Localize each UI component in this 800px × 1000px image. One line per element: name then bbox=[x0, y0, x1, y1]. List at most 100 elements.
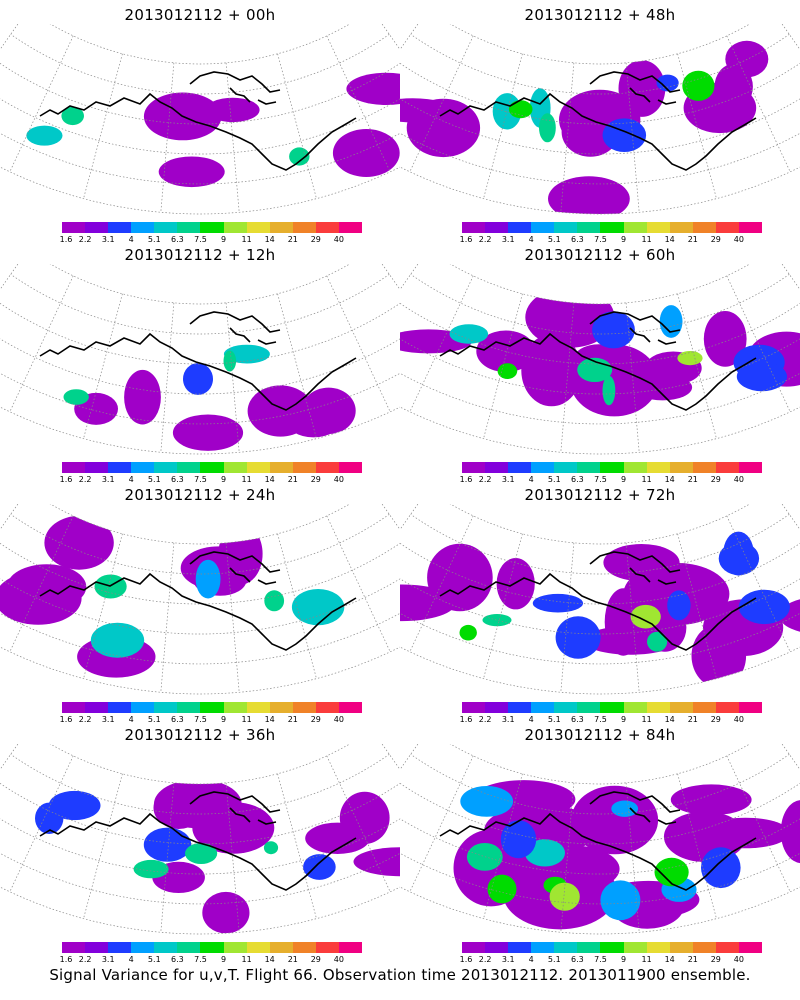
meridian-line bbox=[781, 504, 800, 531]
colorbar-swatch bbox=[108, 462, 132, 473]
colorbar-swatch bbox=[223, 942, 248, 953]
colorbar-tick-label: 2.2 bbox=[478, 715, 492, 724]
variance-contour bbox=[172, 414, 244, 451]
meridian-line bbox=[160, 62, 175, 213]
colorbar-tick-label: 14 bbox=[664, 955, 675, 964]
colorbar-tick-label: 5.1 bbox=[147, 475, 161, 484]
map-panel: 2013012112 + 12h 1.6 2.2 3.1 4 5.1 6.3 7.5 9 11 14… bbox=[0, 240, 400, 484]
colorbar-swatch bbox=[692, 702, 717, 713]
panel-title: 2013012112 + 12h bbox=[124, 246, 276, 264]
meridian-line bbox=[677, 293, 717, 439]
meridian-line bbox=[83, 533, 123, 679]
colorbar-tick-label: 7.5 bbox=[194, 235, 207, 244]
colorbar-tick-label: 14 bbox=[264, 235, 275, 244]
colorbar bbox=[462, 222, 763, 233]
colorbar-swatch bbox=[715, 222, 740, 233]
polar-map bbox=[400, 504, 800, 695]
colorbar-swatch bbox=[485, 702, 509, 713]
colorbar-tick-label: 1.6 bbox=[59, 235, 73, 244]
colorbar-tick-label: 29 bbox=[710, 235, 721, 244]
colorbar-swatch bbox=[62, 222, 86, 233]
colorbar-swatch bbox=[531, 942, 555, 953]
meridian-line bbox=[781, 264, 800, 291]
colorbar-swatch bbox=[177, 702, 201, 713]
latitude-line bbox=[10, 514, 390, 575]
variance-contour bbox=[205, 97, 260, 123]
colorbar-swatch bbox=[269, 222, 294, 233]
variance-contour bbox=[346, 72, 400, 106]
latitude-line bbox=[0, 406, 400, 455]
meridian-line bbox=[277, 773, 317, 919]
colorbar-swatch bbox=[692, 462, 717, 473]
colorbar-tick-label: 40 bbox=[733, 235, 744, 244]
colorbar bbox=[62, 222, 363, 233]
variance-contour bbox=[539, 113, 556, 143]
colorbar-tick-label: 29 bbox=[310, 715, 321, 724]
latitude-line bbox=[449, 744, 751, 785]
colorbar-tick-label: 4 bbox=[128, 475, 134, 484]
colorbar-tick-label: 3.1 bbox=[101, 715, 115, 724]
colorbar-swatch bbox=[600, 222, 625, 233]
colorbar-tick-label: 40 bbox=[333, 475, 344, 484]
latitude-line bbox=[449, 264, 751, 305]
coastline bbox=[439, 791, 757, 891]
colorbar-tick-label: 14 bbox=[264, 715, 275, 724]
meridian-line bbox=[726, 755, 791, 892]
variance-contour bbox=[289, 147, 310, 166]
colorbar-swatch bbox=[131, 222, 155, 233]
latitude-line bbox=[0, 98, 400, 155]
colorbar-tick-label: 4 bbox=[528, 715, 534, 724]
latitude-line bbox=[400, 818, 800, 875]
variance-contour bbox=[592, 311, 635, 349]
colorbar-swatch bbox=[315, 942, 340, 953]
meridian-line bbox=[677, 773, 717, 919]
variance-contour bbox=[701, 817, 790, 849]
variance-contour bbox=[264, 590, 285, 612]
colorbar-swatch bbox=[246, 702, 271, 713]
colorbar-swatch bbox=[85, 462, 109, 473]
meridian-line bbox=[9, 35, 74, 172]
variance-contour bbox=[667, 590, 691, 621]
map-panel: 2013012112 + 72h 1.6 2.2 3.1 4 5.1 6.3 7.5 9 11 14… bbox=[400, 480, 800, 724]
colorbar-tick-label: 6.3 bbox=[571, 235, 584, 244]
panel-title: 2013012112 + 00h bbox=[124, 6, 276, 24]
colorbar-tick-label: 1.6 bbox=[459, 955, 473, 964]
variance-contour bbox=[548, 176, 630, 214]
latitude-line bbox=[410, 34, 790, 95]
colorbar-tick-label: 14 bbox=[264, 475, 275, 484]
meridian-line bbox=[381, 24, 400, 51]
variance-contour bbox=[677, 351, 703, 366]
meridian-line bbox=[9, 515, 74, 652]
colorbar-ticks: 1.6 2.2 3.1 4 5.1 6.3 7.5 9 11 14 21 29 40 bbox=[60, 475, 362, 485]
meridian-line bbox=[400, 744, 419, 771]
polar-map bbox=[0, 504, 400, 695]
colorbar-tick-label: 2.2 bbox=[478, 955, 492, 964]
meridian-line bbox=[781, 744, 800, 771]
colorbar-ticks: 1.6 2.2 3.1 4 5.1 6.3 7.5 9 11 14 21 29 40 bbox=[60, 955, 362, 965]
polar-map bbox=[0, 24, 400, 215]
colorbar-tick-label: 40 bbox=[733, 475, 744, 484]
colorbar-swatch bbox=[269, 462, 294, 473]
variance-contour bbox=[353, 847, 400, 877]
variance-contour bbox=[133, 859, 169, 879]
colorbar-swatch bbox=[62, 942, 86, 953]
meridian-line bbox=[326, 515, 391, 652]
colorbar-swatch bbox=[462, 942, 486, 953]
colorbar-swatch bbox=[508, 462, 532, 473]
panel-title: 2013012112 + 72h bbox=[524, 486, 676, 504]
polar-map bbox=[400, 264, 800, 455]
variance-contour bbox=[459, 624, 477, 641]
variance-contour bbox=[124, 369, 161, 425]
variance-contour bbox=[611, 800, 639, 817]
meridian-line bbox=[160, 782, 175, 933]
meridian-line bbox=[625, 302, 640, 453]
colorbar-swatch bbox=[177, 222, 201, 233]
colorbar-tick-label: 40 bbox=[333, 715, 344, 724]
variance-contour bbox=[500, 820, 537, 859]
colorbar-tick-label: 6.3 bbox=[571, 955, 584, 964]
colorbar-tick-label: 3.1 bbox=[501, 235, 515, 244]
colorbar-tick-label: 40 bbox=[733, 715, 744, 724]
polar-map bbox=[0, 264, 400, 455]
colorbar-swatch bbox=[338, 462, 363, 473]
latitude-line bbox=[0, 818, 400, 875]
